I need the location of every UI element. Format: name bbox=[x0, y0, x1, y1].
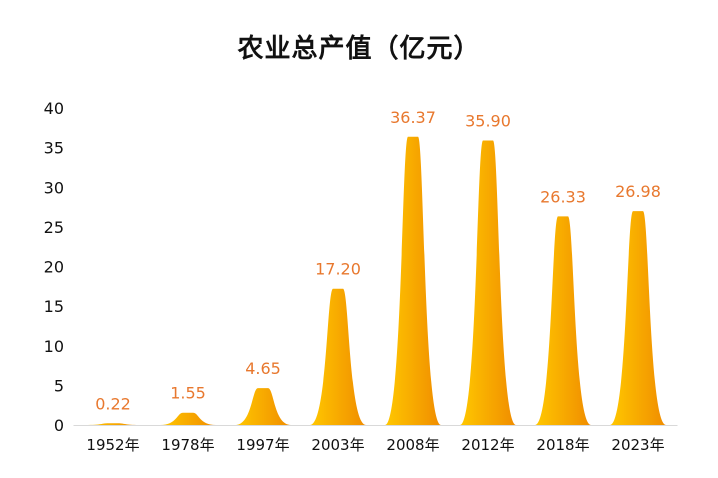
bar bbox=[235, 388, 291, 425]
chart-title: 农业总产值（亿元） bbox=[237, 34, 481, 64]
x-tick-label: 2018年 bbox=[536, 436, 589, 454]
data-label: 0.22 bbox=[95, 394, 131, 413]
bar bbox=[310, 288, 366, 425]
bar bbox=[460, 140, 516, 425]
x-tick-label: 1978年 bbox=[161, 436, 214, 454]
data-label: 4.65 bbox=[245, 359, 281, 378]
data-label: 35.90 bbox=[465, 111, 511, 130]
y-tick-label: 0 bbox=[54, 416, 64, 435]
x-tick-label: 2012年 bbox=[461, 436, 514, 454]
y-tick-label: 35 bbox=[44, 139, 64, 158]
x-axis: 1952年 1978年 1997年 2003年 2008年 2012年 2018年 2023年 bbox=[86, 436, 664, 454]
x-tick-label: 2008年 bbox=[386, 436, 439, 454]
x-tick-label: 1952年 bbox=[86, 436, 139, 454]
bar bbox=[610, 211, 666, 425]
y-tick-label: 10 bbox=[44, 337, 64, 356]
data-labels: 0.22 1.55 4.65 17.20 36.37 35.90 26.33 26.98 bbox=[95, 108, 661, 413]
y-tick-label: 40 bbox=[44, 99, 64, 118]
y-axis: 0 5 10 15 20 25 30 35 40 bbox=[44, 99, 64, 435]
bar bbox=[85, 423, 141, 425]
y-tick-label: 25 bbox=[44, 218, 64, 237]
data-label: 1.55 bbox=[170, 384, 206, 403]
y-tick-label: 20 bbox=[44, 258, 64, 277]
y-tick-label: 30 bbox=[44, 178, 64, 197]
x-tick-label: 2023年 bbox=[611, 436, 664, 454]
data-label: 17.20 bbox=[315, 260, 361, 279]
y-tick-label: 5 bbox=[54, 376, 64, 395]
bar-series bbox=[85, 136, 666, 425]
y-tick-label: 15 bbox=[44, 297, 64, 316]
data-label: 26.33 bbox=[540, 187, 586, 206]
x-tick-label: 1997年 bbox=[236, 436, 289, 454]
data-label: 36.37 bbox=[390, 108, 436, 127]
data-label: 26.98 bbox=[615, 182, 661, 201]
bar bbox=[535, 216, 591, 425]
bar bbox=[160, 412, 216, 425]
x-tick-label: 2003年 bbox=[311, 436, 364, 454]
bar bbox=[385, 136, 441, 425]
